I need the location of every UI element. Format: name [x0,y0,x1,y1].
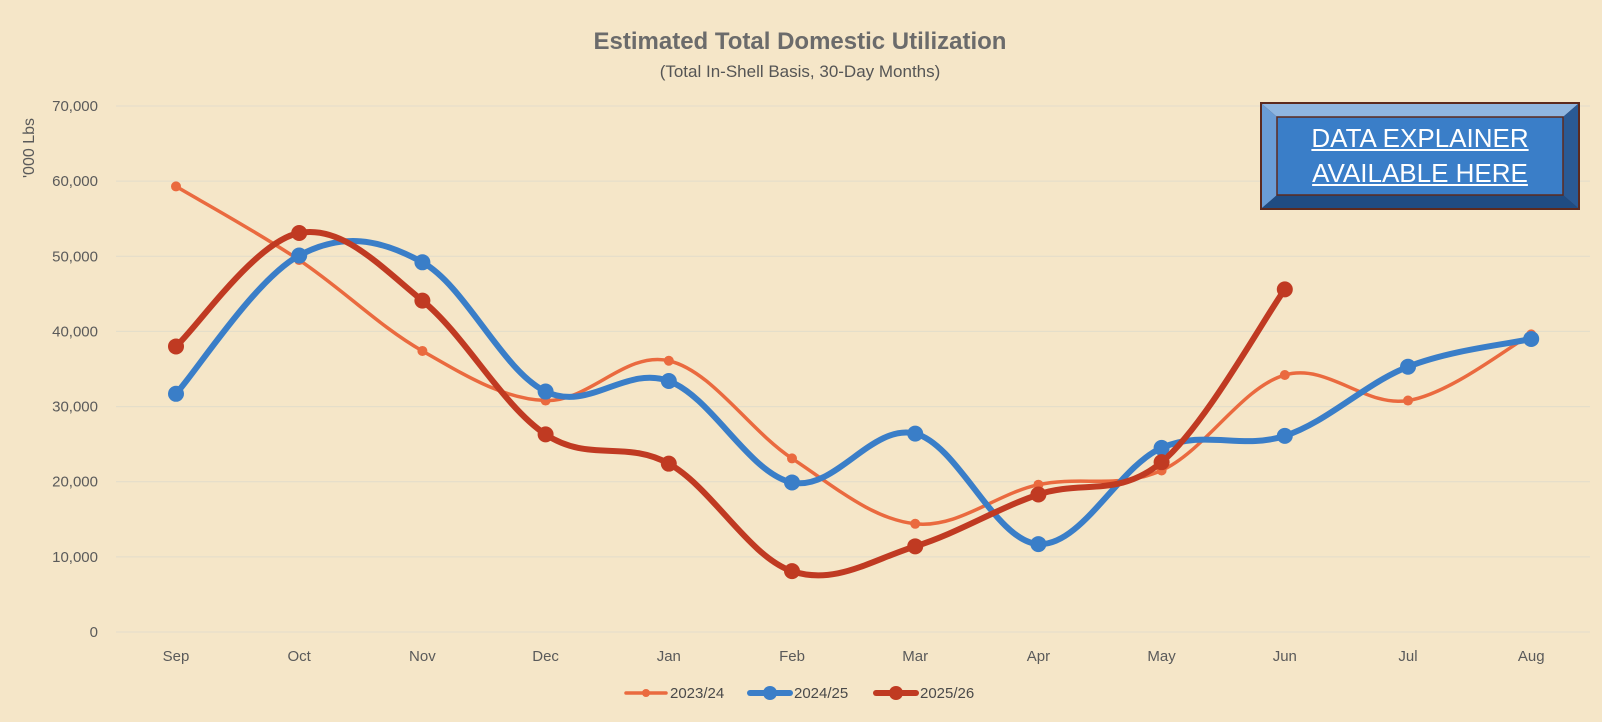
x-tick-label: Aug [1518,648,1545,665]
data-point [660,455,677,472]
data-point [1276,427,1293,444]
x-tick-label: Jan [657,648,681,665]
legend-label: 2025/26 [920,685,974,702]
chart-title: Estimated Total Domestic Utilization [594,28,1007,55]
data-point [168,385,184,402]
legend-label: 2024/25 [794,685,848,702]
series-2024-25 [168,238,1540,553]
data-point [787,453,797,464]
data-point [414,254,431,271]
data-point [660,373,677,390]
x-tick-label: Apr [1027,648,1050,665]
y-tick-label: 40,000 [52,323,98,340]
data-point [417,345,428,356]
chart-subtitle: (Total In-Shell Basis, 30-Day Months) [660,62,941,81]
legend-item: 2025/26 [873,685,974,702]
y-axis-ticks: 0 10,000 20,000 30,000 40,000 50,000 60,000 70,… [52,98,98,641]
data-point [1403,395,1413,406]
data-point [291,224,308,241]
data-point [1523,330,1540,347]
x-tick-label: Feb [779,648,805,665]
data-point [291,247,308,264]
x-tick-label: Mar [902,648,928,665]
data-point [1153,439,1170,456]
x-tick-label: Oct [288,648,312,665]
data-point [784,563,800,580]
data-point [1030,486,1047,503]
x-tick-label: Jul [1398,648,1417,665]
data-explainer-button[interactable]: DATA EXPLAINER AVAILABLE HERE [1259,101,1581,211]
data-point [1030,536,1047,553]
y-tick-label: 60,000 [52,173,98,190]
data-point [910,518,921,529]
series-line [173,228,1288,579]
legend-label: 2023/24 [670,685,724,702]
x-axis-ticks: Sep Oct Nov Dec Jan Feb Mar Apr May Jun Jul Aug [163,648,1545,665]
series-2025-26 [168,224,1293,580]
x-tick-label: Sep [163,648,190,665]
y-axis-title: '000 Lbs [21,118,38,178]
series-line [174,184,1533,526]
data-point [784,474,800,491]
data-point [1279,370,1290,381]
y-tick-label: 30,000 [52,399,98,416]
y-tick-label: 70,000 [52,98,98,115]
legend-swatch-marker [642,689,650,697]
data-point [907,425,924,442]
data-point [168,338,184,355]
y-tick-label: 20,000 [52,474,98,491]
data-point [1153,454,1170,471]
x-tick-label: Jun [1273,648,1297,665]
data-explainer-label[interactable]: DATA EXPLAINER AVAILABLE HERE [1311,123,1529,188]
x-tick-label: May [1147,648,1176,665]
data-point [907,538,924,555]
x-tick-label: Nov [409,648,436,665]
legend-item: 2024/25 [747,685,848,702]
data-point [663,355,674,366]
x-tick-label: Dec [532,648,559,665]
data-point [537,426,554,443]
button-bevel [1260,102,1580,210]
data-point [1276,281,1293,298]
legend-swatch-marker [763,686,777,700]
series-lines [168,181,1540,580]
data-point [537,383,554,400]
y-tick-label: 50,000 [52,248,98,265]
data-point [1400,358,1416,375]
data-point [414,292,431,309]
series-2023-24 [171,181,1537,529]
y-tick-label: 10,000 [52,549,98,566]
legend: 2023/24 2024/25 2025/26 [624,685,974,702]
legend-item: 2023/24 [624,685,724,702]
legend-swatch-marker [889,686,903,700]
y-tick-label: 0 [90,624,98,641]
data-point [171,181,181,192]
